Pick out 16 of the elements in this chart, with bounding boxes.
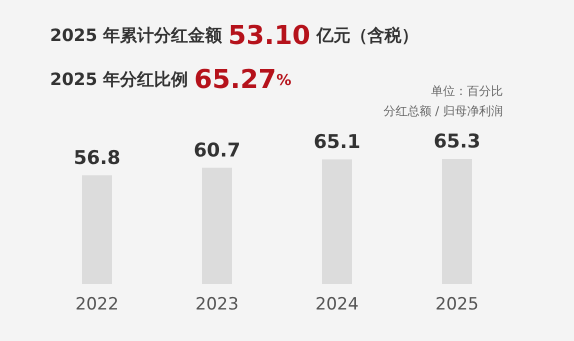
- bar: [202, 168, 232, 284]
- x-tick-label: 2023: [195, 294, 239, 314]
- data-label: 65.1: [314, 130, 360, 153]
- bar: [322, 159, 352, 284]
- data-label: 60.7: [194, 139, 240, 162]
- bar: [82, 175, 112, 284]
- data-label: 65.3: [434, 130, 480, 152]
- x-tick-label: 2024: [315, 294, 359, 314]
- chart-title: 2025 年累计分红金额 53.10 亿元（含税）: [50, 21, 418, 51]
- chart-subtitle: 2025 年分红比例 65.27%: [50, 65, 292, 95]
- data-label: 56.8: [74, 146, 120, 169]
- x-tick-label: 2025: [435, 294, 479, 314]
- x-tick-label: 2022: [75, 294, 119, 314]
- text: 分红总额 / 归母净利润: [383, 104, 503, 118]
- text: 单位：百分比: [431, 84, 503, 98]
- bar: [442, 158, 472, 284]
